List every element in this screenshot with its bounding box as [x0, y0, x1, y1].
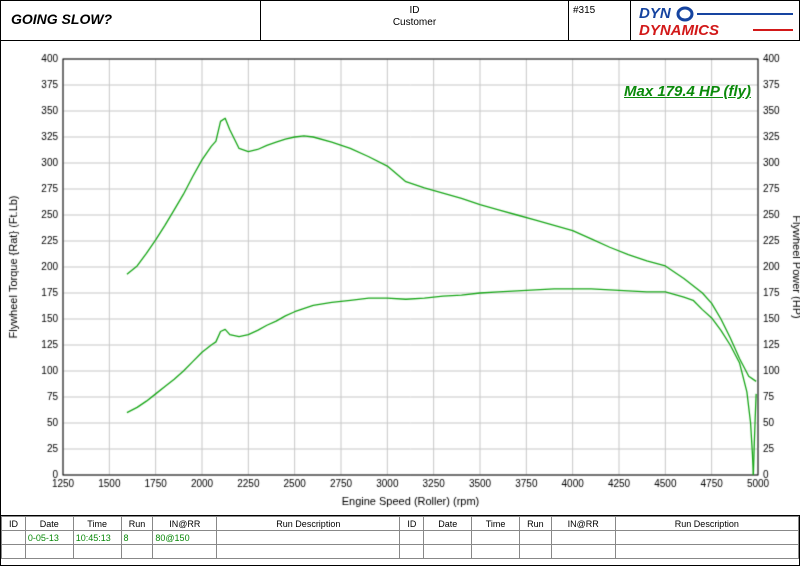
run-number: #315: [573, 5, 595, 16]
svg-text:DYN: DYN: [639, 5, 672, 22]
dyno-chart-canvas: [1, 41, 800, 515]
table-row: 0-05-1310:45:13880@150: [2, 531, 799, 545]
table-cell: [551, 545, 615, 559]
header-bar: GOING SLOW? ID Customer #315 DYN DYNAMIC…: [1, 1, 799, 41]
table-cell: [551, 531, 615, 545]
runs-col-header: ID: [2, 517, 26, 531]
table-cell: 0-05-13: [25, 531, 73, 545]
table-row: [2, 545, 799, 559]
table-cell: [2, 545, 26, 559]
table-cell: [472, 531, 520, 545]
runs-col-header: Run: [520, 517, 552, 531]
table-cell: [121, 545, 153, 559]
runs-col-header: IN@RR: [153, 517, 217, 531]
runs-col-header: Date: [25, 517, 73, 531]
table-cell: [153, 545, 217, 559]
runs-table-area: IDDateTimeRunIN@RRRun DescriptionIDDateT…: [1, 515, 799, 565]
dyno-dynamics-logo: DYN DYNAMICS: [635, 4, 795, 38]
runs-table-body: 0-05-1310:45:13880@150: [2, 531, 799, 559]
table-cell: [2, 531, 26, 545]
runs-col-header: Time: [472, 517, 520, 531]
runs-col-header: Run Description: [217, 517, 400, 531]
header-id-label: ID: [261, 5, 568, 17]
logo-box: DYN DYNAMICS: [631, 1, 799, 40]
table-cell: [217, 545, 400, 559]
table-cell: [25, 545, 73, 559]
runs-col-header: ID: [400, 517, 424, 531]
table-cell: [424, 545, 472, 559]
title-box: GOING SLOW?: [1, 1, 261, 40]
header-mid: ID Customer: [261, 1, 569, 40]
table-cell: [615, 531, 798, 545]
table-cell: [400, 545, 424, 559]
table-cell: 8: [121, 531, 153, 545]
header-customer-label: Customer: [261, 17, 568, 29]
table-cell: [520, 531, 552, 545]
runs-col-header: Run Description: [615, 517, 798, 531]
table-cell: 10:45:13: [73, 531, 121, 545]
runs-header-row: IDDateTimeRunIN@RRRun DescriptionIDDateT…: [2, 517, 799, 531]
table-cell: [520, 545, 552, 559]
table-cell: [424, 531, 472, 545]
run-number-box: #315: [569, 1, 631, 40]
runs-table: IDDateTimeRunIN@RRRun DescriptionIDDateT…: [1, 516, 799, 559]
runs-col-header: Time: [73, 517, 121, 531]
page-title: GOING SLOW?: [11, 11, 112, 27]
table-cell: [472, 545, 520, 559]
runs-col-header: IN@RR: [551, 517, 615, 531]
runs-col-header: Date: [424, 517, 472, 531]
table-cell: 80@150: [153, 531, 217, 545]
table-cell: [615, 545, 798, 559]
table-cell: [400, 531, 424, 545]
runs-table-head: IDDateTimeRunIN@RRRun DescriptionIDDateT…: [2, 517, 799, 531]
chart-area: Max 179.4 HP (fly): [1, 41, 799, 515]
runs-col-header: Run: [121, 517, 153, 531]
svg-text:DYNAMICS: DYNAMICS: [639, 22, 719, 38]
table-cell: [217, 531, 400, 545]
max-power-annotation: Max 179.4 HP (fly): [624, 83, 751, 100]
table-cell: [73, 545, 121, 559]
